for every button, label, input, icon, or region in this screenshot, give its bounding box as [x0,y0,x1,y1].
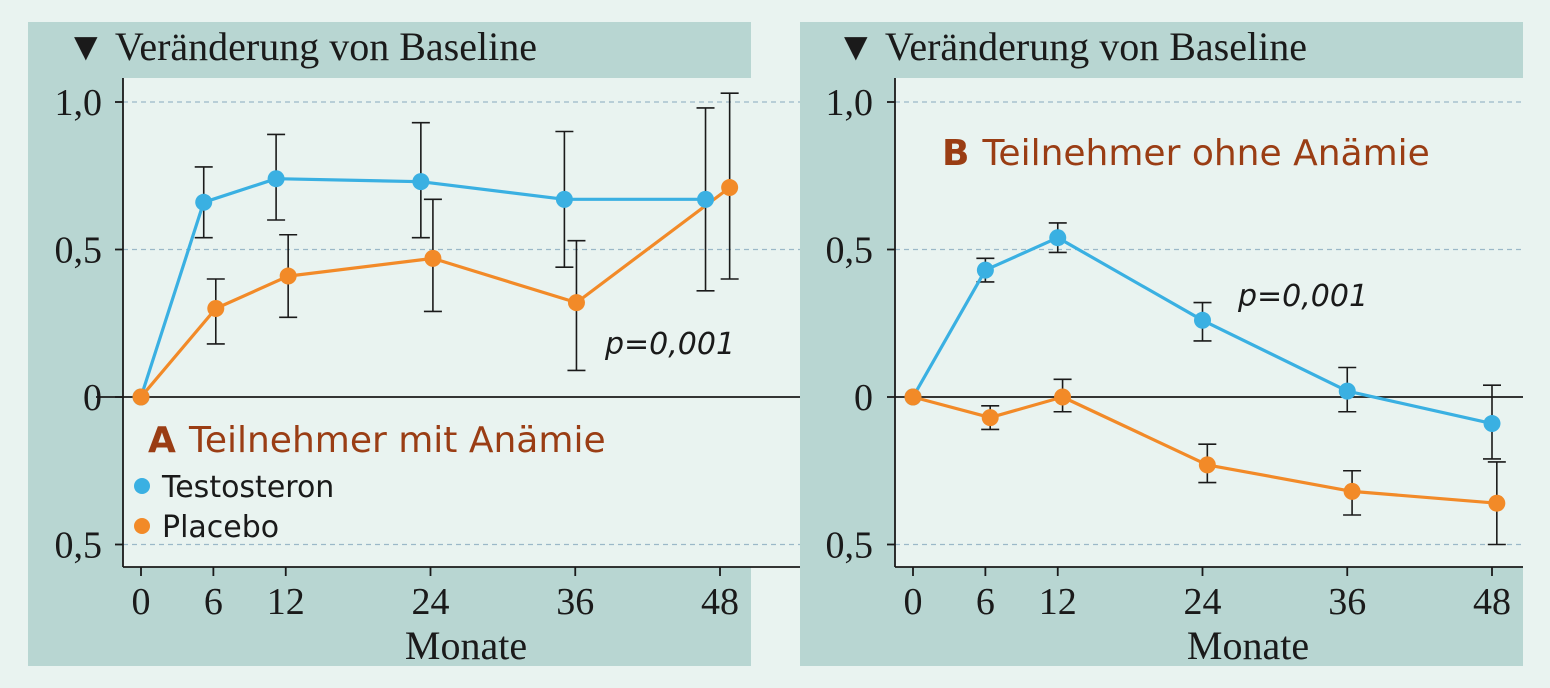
series-line-testosteron [139,177,706,398]
panel-a-header: ▼ Veränderung von Baseline [66,24,537,69]
y-tick-label: 0 [83,377,102,419]
data-point-testosteron [1338,382,1356,400]
panel-a-letter: A [148,420,176,461]
data-point-testosteron [1194,311,1211,329]
x-tick-label: 6 [204,581,223,623]
data-point-placebo [207,300,225,317]
panel-a: ▼ Veränderung von Baseline 1,00,500,50 6 1… [28,22,800,668]
y-tick-label: 0,5 [55,525,103,567]
data-point-testosteron [697,190,715,208]
data-point-placebo [981,409,999,427]
panel-b-title-text: Teilnehmer ohne Anämie [982,133,1430,174]
legend-marker-placebo [134,518,150,534]
x-tick-label: 12 [267,581,305,623]
y-tick-label: 0 [854,377,873,419]
panel-b-p-value: p=0,001 [1237,279,1368,314]
legend: Testosteron Placebo [134,470,334,545]
series-line-placebo [912,395,1497,505]
x-tick-label: 48 [1473,581,1511,623]
data-point-testosteron [195,193,213,211]
panel-a-plot-area [123,78,751,567]
x-tick-label: 36 [1328,581,1366,623]
x-tick-label: 24 [412,581,450,623]
data-point-testosteron [555,190,573,208]
y-tick-label: 1,0 [55,82,103,124]
data-point-testosteron [412,173,430,191]
data-point-placebo [1198,456,1216,474]
panel-a-points [132,170,739,406]
panel-a-title-text: Teilnehmer mit Anämie [188,420,606,461]
data-point-testosteron [976,261,994,279]
x-tick-label: 24 [1184,581,1222,623]
data-point-testosteron [1049,229,1067,247]
legend-marker-testosteron [134,478,150,494]
y-tick-label: 0,5 [55,230,103,272]
panel-a-axes: 1,0 0,5 0 0,5 0 6 12 24 36 48 [55,78,800,623]
series-line-placebo [139,186,731,399]
x-tick-label: 36 [556,581,594,623]
data-point-placebo [424,249,442,267]
panel-a-title: A Teilnehmer mit Anämie [148,420,606,461]
panel-b-axes: 1,0 0,5 0 0,5 0 6 12 24 36 48 [826,78,1523,623]
data-point-testosteron [267,170,285,188]
x-tick-label: 48 [701,581,739,623]
legend-label-placebo: Placebo [162,510,279,545]
panel-b-grid [895,101,1523,546]
series-line-testosteron [911,236,1493,426]
panel-b-lines [911,236,1497,505]
legend-label-testosteron: Testosteron [161,470,334,505]
panel-b-points [904,229,1506,512]
data-point-placebo [1054,388,1072,406]
y-tick-label: 0,5 [826,230,874,272]
data-point-placebo [721,179,739,197]
panel-b-x-axis-label: Monate [1187,623,1309,668]
data-point-testosteron [1483,415,1501,433]
y-tick-label: 1,0 [826,82,874,124]
x-tick-label: 0 [132,581,151,623]
panel-a-lines [139,177,731,399]
panel-b-header: ▼ Veränderung von Baseline [836,24,1307,69]
data-point-placebo [567,294,585,312]
y-tick-label: 0,5 [826,525,874,567]
data-point-placebo [279,267,297,285]
data-point-placebo [904,388,922,406]
panel-a-p-value: p=0,001 [604,327,735,362]
panel-b: ▼ Veränderung von Baseline 1,00,500,50 6 1… [800,22,1523,668]
panel-b-title: B Teilnehmer ohne Anämie [942,133,1430,174]
data-point-placebo [1488,494,1506,512]
data-point-placebo [132,388,150,406]
x-tick-label: 0 [904,581,923,623]
panel-a-grid [123,101,800,546]
panel-a-x-axis-label: Monate [405,623,527,668]
data-point-placebo [1343,482,1361,500]
x-tick-label: 6 [976,581,995,623]
panel-b-letter: B [942,133,969,174]
x-tick-label: 12 [1039,581,1077,623]
